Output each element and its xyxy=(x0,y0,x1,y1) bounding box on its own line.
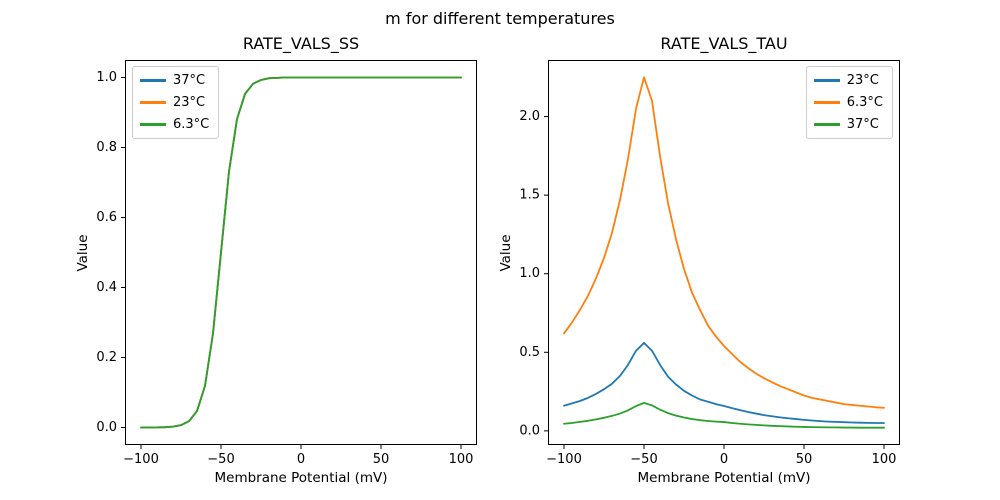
legend-line-swatch xyxy=(140,101,166,104)
x-tick-label: 100 xyxy=(872,452,897,467)
x-tick-label: −100 xyxy=(546,452,582,467)
y-tick-label: 2.0 xyxy=(519,109,540,124)
legend-label: 6.3°C xyxy=(173,117,210,132)
x-tick-label: 100 xyxy=(449,452,474,467)
subplot-rate-vals-tau: RATE_VALS_TAU Value −100 −50 0 50 100 0.0 0.5 1… xyxy=(498,34,900,486)
legend-label: 37°C xyxy=(846,117,879,132)
legend-line-swatch xyxy=(813,101,840,104)
x-tick-label: 50 xyxy=(373,452,390,467)
y-tick-label: 0.4 xyxy=(96,280,117,295)
legend-tau: 23°C 6.3°C 37°C xyxy=(805,66,893,139)
y-tick-label: 1.0 xyxy=(519,266,540,281)
plot-title-tau: RATE_VALS_TAU xyxy=(660,34,788,53)
y-tick-label: 0.5 xyxy=(519,345,540,360)
legend-line-swatch xyxy=(140,79,166,82)
series-line-6.3C xyxy=(140,76,462,429)
x-axis-label-tau: Membrane Potential (mV) xyxy=(637,470,811,486)
y-tick-label: 0.0 xyxy=(96,420,117,435)
axes-spine xyxy=(548,60,900,445)
plot-area-ss: −100 −50 0 50 100 0.0 0.2 0.4 0.6 0.8 1.0 xyxy=(96,60,477,467)
legend-label: 23°C xyxy=(173,95,206,110)
plot-title-ss: RATE_VALS_SS xyxy=(242,34,360,53)
y-tick-label: 1.0 xyxy=(96,70,117,85)
y-axis-label-tau: Value xyxy=(498,233,514,272)
legend-label: 6.3°C xyxy=(846,95,883,110)
axes-spine xyxy=(125,60,477,445)
series-line-23C xyxy=(563,341,885,424)
legend-item-6.3C: 6.3°C xyxy=(813,93,883,112)
y-axis-label-ss: Value xyxy=(75,233,91,272)
legend-label: 37°C xyxy=(173,73,206,88)
x-tick-label: −50 xyxy=(630,452,657,467)
x-tick-label: 0 xyxy=(720,452,728,467)
y-tick-label: 0.8 xyxy=(96,140,117,155)
legend-item-37C: 37°C xyxy=(140,71,209,90)
x-axis-label-ss: Membrane Potential (mV) xyxy=(214,470,388,486)
legend-item-23C: 23°C xyxy=(140,93,209,112)
legend-line-swatch xyxy=(813,79,840,82)
x-tick-label: 50 xyxy=(796,452,813,467)
y-tick-label: 1.5 xyxy=(519,188,540,203)
series-line-6.3C xyxy=(563,76,885,409)
x-tick-label: 0 xyxy=(297,452,305,467)
subplot-rate-vals-ss: RATE_VALS_SS Value −100 −50 0 50 100 0.0 0.2 0.… xyxy=(75,34,477,486)
y-tick-label: 0.6 xyxy=(96,210,117,225)
legend-item-6.3C: 6.3°C xyxy=(140,115,209,134)
legend-label: 23°C xyxy=(846,73,879,88)
y-tick-label: 0.0 xyxy=(519,423,540,438)
x-tick-label: −100 xyxy=(123,452,159,467)
legend-item-23C: 23°C xyxy=(813,71,883,90)
legend-ss: 37°C 23°C 6.3°C xyxy=(132,66,220,139)
y-tick-label: 0.2 xyxy=(96,350,117,365)
x-tick-label: −50 xyxy=(207,452,234,467)
figure-suptitle: m for different temperatures xyxy=(385,9,615,28)
plot-area-tau: −100 −50 0 50 100 0.0 0.5 1.0 1.5 2.0 xyxy=(519,60,900,467)
series-line-37C xyxy=(563,401,885,429)
legend-item-37C: 37°C xyxy=(813,115,883,134)
legend-line-swatch xyxy=(813,123,840,126)
legend-line-swatch xyxy=(140,123,166,126)
